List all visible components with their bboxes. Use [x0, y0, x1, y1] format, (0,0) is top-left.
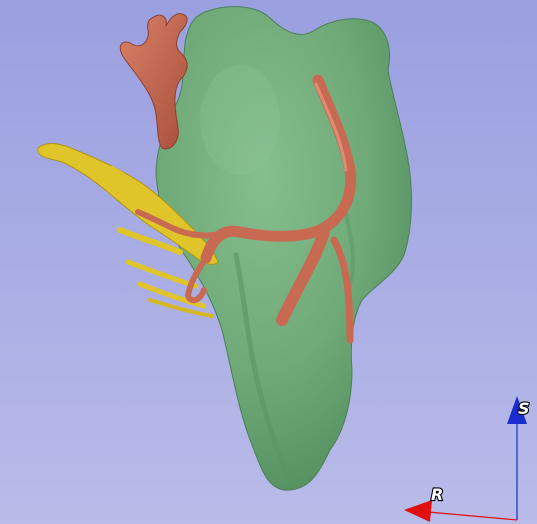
orientation-marker: S R: [404, 396, 531, 522]
organ-fold-right: [343, 208, 355, 287]
nerve-branch-4: [148, 298, 214, 318]
organ-model[interactable]: [155, 6, 412, 491]
axis-right-arrow: [404, 500, 432, 522]
artery-loop[interactable]: [184, 255, 209, 304]
nerve-branch-3: [137, 281, 207, 309]
axis-superior-label: S: [518, 399, 530, 418]
organ-highlight: [200, 65, 280, 175]
main-artery-highlight: [314, 82, 348, 172]
axis-superior-arrow: [507, 396, 527, 424]
artery-right-branch[interactable]: [330, 236, 354, 344]
nerve-branch-1: [117, 227, 183, 255]
nerve-branch-5: [110, 166, 170, 210]
artery-descending-branch[interactable]: [276, 226, 330, 326]
axis-right-line: [427, 511, 518, 521]
nerve-bundle[interactable]: [37, 143, 219, 265]
organ-fold-left: [233, 252, 293, 481]
upper-artery[interactable]: [119, 13, 188, 150]
artery-left-branch[interactable]: [135, 209, 231, 239]
axis-right-label: R: [431, 485, 443, 504]
